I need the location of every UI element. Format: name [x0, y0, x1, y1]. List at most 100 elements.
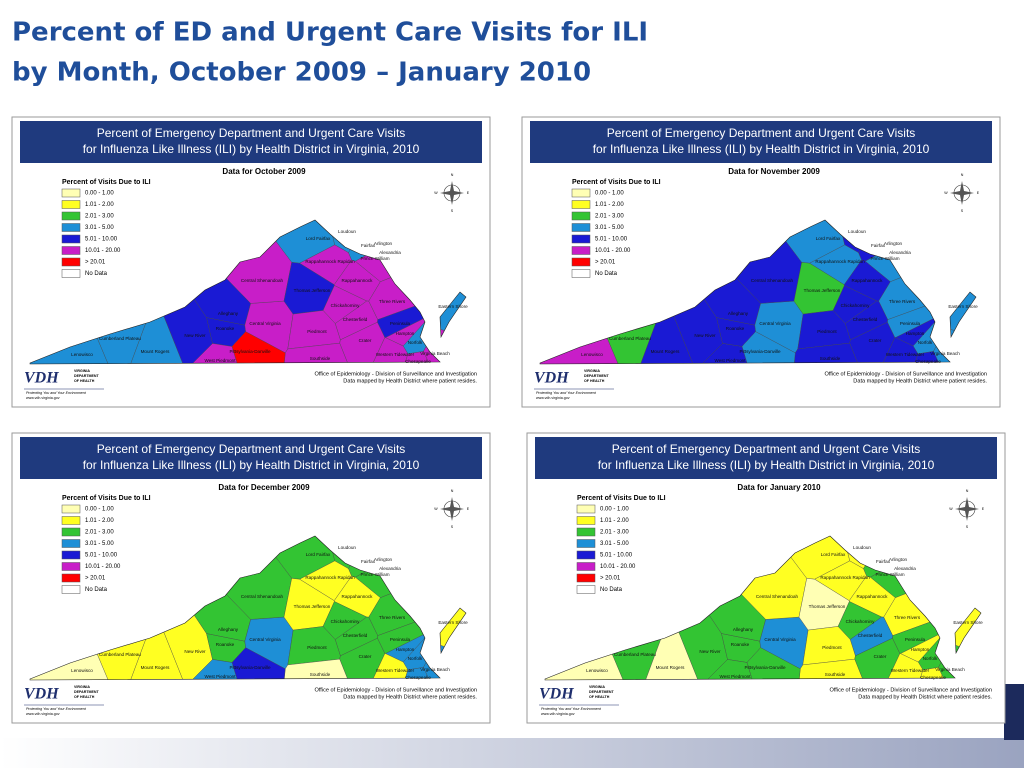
district-label: Rappahannock: [342, 278, 374, 283]
legend-swatch: [576, 585, 596, 594]
legend-swatch: [61, 223, 81, 232]
legend-label: 0.00 - 1.00: [85, 191, 114, 197]
agency-name: VIRGINIA: [584, 369, 600, 373]
district-label: Piedmont: [822, 645, 842, 650]
district-label: Lenowisco: [586, 668, 608, 673]
compass-label: W: [944, 191, 948, 195]
district-label: Rappahannock Rapidan: [815, 259, 865, 264]
banner: [20, 437, 482, 479]
district-label: Peninsula: [905, 637, 926, 642]
district-label: Chickahominy: [331, 619, 361, 624]
credit: Data mapped by Health District where pat…: [343, 694, 477, 700]
state-outline: [544, 535, 956, 681]
health-district: [915, 667, 951, 680]
shore-outline: [954, 607, 982, 655]
district-label: Mount Rogers: [651, 349, 681, 354]
compass-star: [440, 181, 464, 205]
district-label: Chesterfield: [343, 317, 368, 322]
banner-line: for Influenza Like Illness (ILI) by Heal…: [598, 458, 935, 472]
state-outline: [29, 535, 441, 681]
compass-label: N: [451, 173, 454, 177]
district-label: Alexandria: [894, 566, 916, 571]
legend-swatch: [61, 504, 81, 514]
district-label: Rappahannock Rapidan: [305, 575, 355, 580]
legend-label: 1.01 - 2.00: [600, 518, 629, 524]
map-subtitle: Data for November 2009: [728, 167, 820, 176]
district-label: Fairfax: [876, 559, 891, 564]
legend-swatch: [61, 527, 81, 537]
legend-swatch: [61, 211, 81, 221]
slide-title: by Month, October 2009 – January 2010: [12, 58, 591, 88]
agency-name: OF HEALTH: [589, 695, 610, 699]
compass-label: N: [451, 489, 454, 493]
district-label: Prince William: [870, 256, 899, 261]
district-label: Fairfax: [871, 243, 886, 248]
legend-swatch: [576, 550, 596, 560]
district-label: Three Rivers: [379, 299, 406, 304]
logo: VDH: [24, 370, 59, 387]
health-district: [184, 343, 242, 364]
district-label: Alexandria: [889, 250, 911, 255]
tagline: Protecting You and Your Environment: [26, 707, 87, 711]
district-label: Thomas Jefferson: [804, 288, 841, 293]
legend-swatch: [61, 269, 81, 278]
banner-line: Percent of Emergency Department and Urge…: [97, 442, 406, 456]
banner-line: for Influenza Like Illness (ILI) by Heal…: [83, 142, 420, 156]
tagline: Protecting You and Your Environment: [536, 391, 597, 395]
legend-label: 2.01 - 3.00: [85, 530, 114, 536]
district-label: Hampton: [396, 331, 415, 336]
legend-label: 3.01 - 5.00: [85, 541, 114, 547]
agency-name: DEPARTMENT: [584, 374, 609, 378]
logo: VDH: [24, 686, 59, 703]
compass-label: E: [977, 191, 980, 195]
district-label: Alleghany: [733, 627, 754, 632]
legend-title: Percent of Visits Due to ILI: [62, 495, 151, 502]
logo: VDH: [534, 370, 569, 387]
district-label: Alleghany: [218, 627, 239, 632]
legend-swatch: [61, 234, 81, 244]
compass-label: S: [451, 209, 454, 213]
compass-label: N: [966, 489, 969, 493]
health-district: [694, 343, 752, 364]
legend-label: 1.01 - 2.00: [595, 202, 624, 208]
district-label: Virginia Beach: [420, 351, 450, 356]
map-subtitle: Data for October 2009: [222, 167, 306, 176]
district-label: Arlington: [889, 557, 908, 562]
compass-label: W: [434, 191, 438, 195]
credit: Data mapped by Health District where pat…: [858, 694, 992, 700]
district-label: West Piedmont: [714, 358, 746, 363]
district-label: Crater: [359, 338, 372, 343]
district-label: Chickahominy: [841, 303, 871, 308]
legend-label: No Data: [595, 271, 618, 277]
district-label: Chesterfield: [853, 317, 878, 322]
legend-label: 5.01 - 10.00: [85, 553, 118, 559]
map-panel: Percent of Emergency Department and Urge…: [526, 432, 1006, 724]
legend-label: 10.01 - 20.00: [85, 564, 121, 570]
district-label: Norfolk: [923, 656, 938, 661]
district-label: Western Tidewater: [376, 668, 415, 673]
credit: Office of Epidemiology - Division of Sur…: [829, 687, 992, 693]
legend-swatch: [571, 234, 591, 244]
legend-swatch: [576, 562, 596, 571]
district-label: Peninsula: [390, 321, 411, 326]
health-district: [184, 659, 242, 680]
state-outline: [29, 219, 441, 365]
district-label: Rappahannock Rapidan: [305, 259, 355, 264]
logo: VDH: [539, 686, 574, 703]
district-label: Norfolk: [408, 340, 423, 345]
district-label: Chesapeake: [405, 675, 431, 680]
tagline: Protecting You and Your Environment: [541, 707, 602, 711]
legend-swatch: [576, 504, 596, 514]
legend-swatch: [61, 562, 81, 571]
district-label: Piedmont: [307, 645, 327, 650]
district-label: Roanoke: [216, 326, 235, 331]
legend-swatch: [576, 516, 596, 525]
district-label: West Piedmont: [204, 674, 236, 679]
agency-name: VIRGINIA: [74, 369, 90, 373]
district-label: Prince William: [360, 256, 389, 261]
agency-name: OF HEALTH: [584, 379, 605, 383]
shore-outline: [949, 291, 977, 339]
district-label: Mount Rogers: [656, 665, 686, 670]
district-label: Lenowisco: [581, 352, 603, 357]
